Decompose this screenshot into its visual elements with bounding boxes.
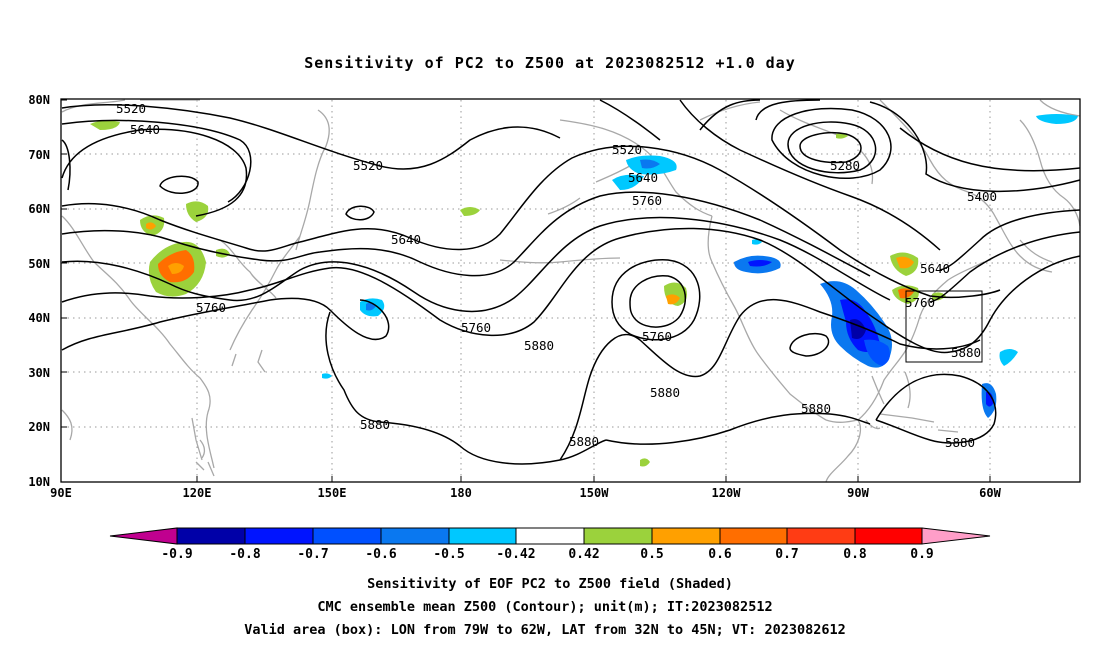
contour-label: 5880: [945, 435, 975, 450]
sensitivity-shading: [90, 114, 1078, 467]
lat-label: 40N: [28, 311, 50, 325]
colorbar-cell: [515, 527, 585, 545]
contour-label: 5640: [391, 232, 421, 247]
colorbar-label: -0.6: [365, 547, 396, 562]
colorbar-low-end: [109, 527, 178, 545]
lon-label: 120W: [712, 486, 742, 500]
contour-label: 5520: [116, 101, 146, 116]
longitude-labels: 90E 120E 150E 180 150W 120W 90W 60W: [50, 486, 1001, 500]
contour-label: 5760: [632, 193, 662, 208]
colorbar-label: 0.42: [568, 547, 599, 562]
colorbar-label: -0.42: [496, 547, 535, 562]
caption-line-3: Valid area (box): LON from 79W to 62W, L…: [244, 622, 845, 638]
colorbar-cell: [312, 527, 382, 545]
contour-label: 5400: [967, 189, 997, 204]
contour-label: 5880: [360, 417, 390, 432]
contour-label: 5880: [951, 345, 981, 360]
colorbar-cell: [176, 527, 246, 545]
lon-label: 90E: [50, 486, 72, 500]
colorbar-label: 0.6: [708, 547, 732, 562]
colorbar-label: -0.5: [433, 547, 464, 562]
z500-contours: [61, 99, 1081, 465]
colorbar-cell: [380, 527, 450, 545]
contour-label: 5280: [830, 158, 860, 173]
colorbar-cell: [651, 527, 721, 545]
contour-label: 5760: [642, 329, 672, 344]
lat-label: 30N: [28, 366, 50, 380]
contour-label: 5520: [353, 158, 383, 173]
colorbar-cell: [786, 527, 856, 545]
colorbar-label: -0.8: [229, 547, 260, 562]
map-title: Sensitivity of PC2 to Z500 at 2023082512…: [304, 54, 796, 72]
caption-line-2: CMC ensemble mean Z500 (Contour); unit(m…: [317, 599, 772, 615]
colorbar-label: 0.9: [910, 547, 933, 562]
contour-label: 5760: [905, 295, 935, 310]
colorbar-cell: [719, 527, 788, 545]
caption: Sensitivity of EOF PC2 to Z500 field (Sh…: [244, 576, 845, 638]
lon-label: 120E: [183, 486, 212, 500]
lat-label: 50N: [28, 257, 50, 271]
lat-label: 70N: [28, 148, 50, 162]
contour-labels: 5520 5640 5520 5640 5760 5520 5640 5760 …: [116, 101, 997, 450]
colorbar-label: -0.9: [161, 547, 192, 562]
lat-label: 10N: [28, 475, 50, 489]
contour-label: 5880: [650, 385, 680, 400]
map-plot-area: 5520 5640 5520 5640 5760 5520 5640 5760 …: [60, 98, 1081, 483]
contour-label: 5880: [569, 434, 599, 449]
contour-label: 5640: [920, 261, 950, 276]
contour-label: 5880: [801, 401, 831, 416]
colorbar: -0.9 -0.8 -0.7 -0.6 -0.5 -0.42 0.42 0.5 …: [109, 527, 991, 562]
lat-label: 60N: [28, 202, 50, 216]
lon-label: 180: [450, 486, 472, 500]
caption-line-1: Sensitivity of EOF PC2 to Z500 field (Sh…: [367, 576, 733, 592]
contour-label: 5760: [196, 300, 226, 315]
latitude-labels: 80N 70N 60N 50N 40N 30N 20N 10N: [28, 93, 50, 489]
colorbar-label: 0.5: [640, 547, 663, 562]
contour-label: 5880: [524, 338, 554, 353]
lon-label: 60W: [979, 486, 1001, 500]
lon-label: 150E: [318, 486, 347, 500]
lon-label: 90W: [847, 486, 869, 500]
colorbar-high-end: [921, 527, 991, 545]
contour-label: 5640: [628, 170, 658, 185]
colorbar-label: 0.8: [843, 547, 867, 562]
colorbar-cell: [583, 527, 653, 545]
colorbar-cell: [244, 527, 314, 545]
lat-label: 80N: [28, 93, 50, 107]
lon-label: 150W: [580, 486, 610, 500]
colorbar-label: -0.7: [297, 547, 328, 562]
colorbar-cell: [448, 527, 517, 545]
contour-label: 5520: [612, 142, 642, 157]
colorbar-label: 0.7: [775, 547, 798, 562]
valid-area-box: [905, 290, 983, 363]
colorbar-cell: [854, 527, 923, 545]
contour-label: 5640: [130, 122, 160, 137]
lat-label: 20N: [28, 420, 50, 434]
contour-label: 5760: [461, 320, 491, 335]
